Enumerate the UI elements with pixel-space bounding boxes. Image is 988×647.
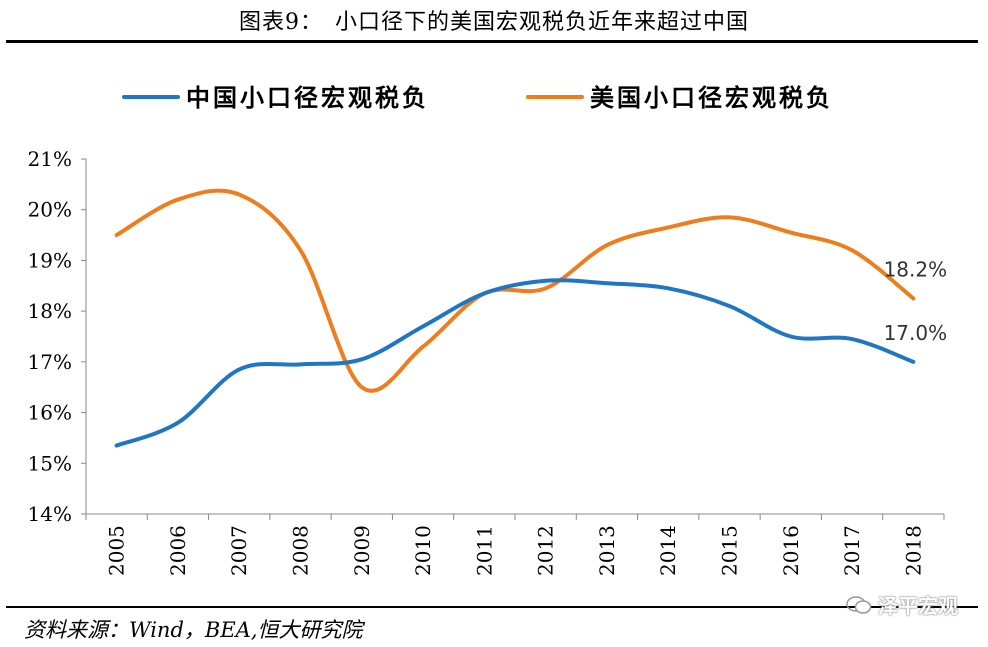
x-tick-label: 2007 — [227, 525, 251, 576]
y-tick-label: 15% — [28, 451, 72, 475]
y-tick-label: 18% — [28, 299, 72, 323]
x-tick-label: 2010 — [411, 525, 435, 576]
legend-label-1: 美国小口径宏观税负 — [590, 84, 833, 112]
x-tick-label: 2005 — [105, 525, 129, 576]
y-tick-label: 17% — [28, 350, 72, 374]
legend-label-0: 中国小口径宏观税负 — [186, 84, 429, 112]
chart-title: 图表9： 小口径下的美国宏观税负近年来超过中国 — [239, 10, 749, 35]
x-tick-label: 2006 — [166, 525, 190, 576]
source-note: 资料来源：Wind，BEA,恒大研究院 — [24, 618, 363, 642]
annotation-label-1: 17.0% — [884, 321, 948, 345]
y-tick-label: 14% — [28, 502, 72, 526]
x-tick-label: 2017 — [840, 525, 864, 576]
watermark-text: 泽平宏观 — [878, 594, 958, 618]
x-tick-label: 2012 — [534, 525, 558, 576]
y-tick-label: 16% — [28, 401, 72, 425]
wechat-icon — [846, 595, 872, 614]
x-tick-label: 2014 — [656, 525, 680, 576]
annotation-label-0: 18.2% — [884, 257, 948, 281]
y-tick-label: 20% — [28, 198, 72, 222]
x-tick-label: 2013 — [595, 525, 619, 576]
x-tick-label: 2011 — [472, 525, 496, 576]
x-tick-label: 2015 — [718, 525, 742, 576]
x-tick-label: 2009 — [350, 525, 374, 576]
bottom-rule — [6, 606, 978, 608]
series-line-1 — [114, 188, 916, 393]
series-lines — [114, 188, 916, 448]
x-tick-label: 2008 — [289, 525, 313, 576]
axes: 14% 15% 16% 17% 18% 19% 20% 21% 2005 2006 2007 2008… — [28, 147, 945, 576]
x-tick-label: 2016 — [779, 525, 803, 576]
y-tick-label: 21% — [28, 147, 72, 171]
watermark: 泽平宏观 — [846, 590, 958, 619]
y-tick-label: 19% — [28, 248, 72, 272]
x-tick-label: 2018 — [901, 525, 925, 576]
annotations: 18.2% 17.0% — [884, 257, 948, 344]
top-rule — [6, 40, 978, 43]
series-line-0 — [114, 278, 916, 448]
legend: 中国小口径宏观税负 美国小口径宏观税负 — [122, 84, 833, 112]
